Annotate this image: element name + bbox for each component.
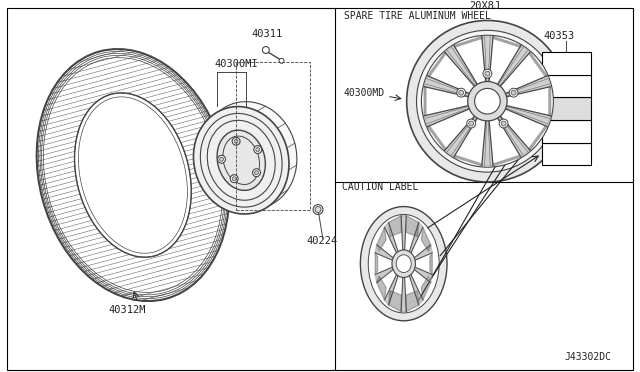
Text: 40224: 40224 [306,236,337,246]
Polygon shape [401,275,406,312]
Text: SPARE TIRE ALUMINUM WHEEL: SPARE TIRE ALUMINUM WHEEL [344,12,490,22]
Circle shape [499,119,508,128]
Circle shape [485,71,490,76]
Circle shape [509,88,518,97]
Circle shape [421,35,554,167]
Polygon shape [454,155,482,166]
Text: 40353: 40353 [543,31,575,41]
Text: CAUTION LABEL: CAUTION LABEL [342,182,418,192]
Polygon shape [428,52,446,77]
Polygon shape [388,291,401,312]
Ellipse shape [36,49,229,301]
Circle shape [468,121,474,126]
Polygon shape [375,245,396,261]
Circle shape [262,46,269,54]
Polygon shape [502,76,551,98]
Ellipse shape [74,93,191,257]
Polygon shape [529,52,547,77]
Circle shape [457,88,466,97]
Circle shape [220,157,223,161]
Text: 40300MI: 40300MI [214,59,259,69]
Polygon shape [493,36,521,47]
Polygon shape [445,113,479,157]
Circle shape [468,81,507,121]
Ellipse shape [193,106,289,214]
Bar [541,75,591,97]
Polygon shape [424,105,473,126]
Bar [541,120,591,142]
Polygon shape [377,227,386,251]
Polygon shape [408,272,423,305]
Polygon shape [385,222,399,256]
Circle shape [467,119,476,128]
Ellipse shape [368,214,439,313]
Ellipse shape [217,130,266,190]
Polygon shape [445,45,479,89]
Polygon shape [482,36,493,86]
Text: 40300MD: 40300MD [344,88,385,98]
Circle shape [459,90,463,95]
Polygon shape [529,126,547,150]
Polygon shape [375,253,378,275]
Text: 40312M: 40312M [108,305,146,315]
Text: 20X8J: 20X8J [470,1,501,11]
Bar [541,52,591,75]
Ellipse shape [360,206,447,321]
Circle shape [254,145,262,154]
Polygon shape [502,105,551,126]
Circle shape [313,205,323,214]
Circle shape [315,206,321,212]
Polygon shape [401,216,406,253]
Polygon shape [408,222,423,256]
Text: 40311: 40311 [251,29,282,39]
Bar [541,97,591,120]
Polygon shape [406,291,419,312]
Circle shape [256,148,260,151]
Circle shape [255,171,259,174]
Circle shape [483,69,492,78]
Circle shape [234,139,238,143]
Ellipse shape [396,255,412,273]
Polygon shape [412,245,432,261]
Polygon shape [430,253,432,275]
Polygon shape [428,126,446,150]
Polygon shape [377,276,386,300]
Polygon shape [388,216,401,237]
Circle shape [475,89,500,114]
Polygon shape [424,87,426,116]
Polygon shape [424,76,473,98]
Polygon shape [421,276,431,300]
Circle shape [279,58,284,63]
Text: J43302DC: J43302DC [564,352,611,362]
Polygon shape [375,266,396,283]
Circle shape [230,175,238,183]
Circle shape [232,137,240,145]
Polygon shape [549,87,551,116]
Circle shape [253,169,260,177]
Circle shape [501,121,506,126]
Ellipse shape [392,250,415,278]
Polygon shape [412,266,432,283]
Bar [541,142,591,165]
Circle shape [417,30,558,172]
Polygon shape [495,45,530,89]
Circle shape [406,20,568,182]
Circle shape [511,90,516,95]
Circle shape [218,155,225,163]
Polygon shape [454,36,482,47]
Polygon shape [493,155,521,166]
Polygon shape [482,117,493,166]
Polygon shape [495,113,530,157]
Ellipse shape [202,102,297,209]
Circle shape [232,177,236,181]
Polygon shape [421,227,431,251]
Bar [236,62,310,209]
Polygon shape [406,216,419,237]
Polygon shape [385,272,399,305]
